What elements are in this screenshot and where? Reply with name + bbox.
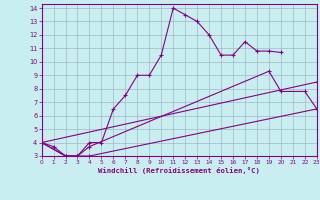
X-axis label: Windchill (Refroidissement éolien,°C): Windchill (Refroidissement éolien,°C) — [98, 167, 260, 174]
